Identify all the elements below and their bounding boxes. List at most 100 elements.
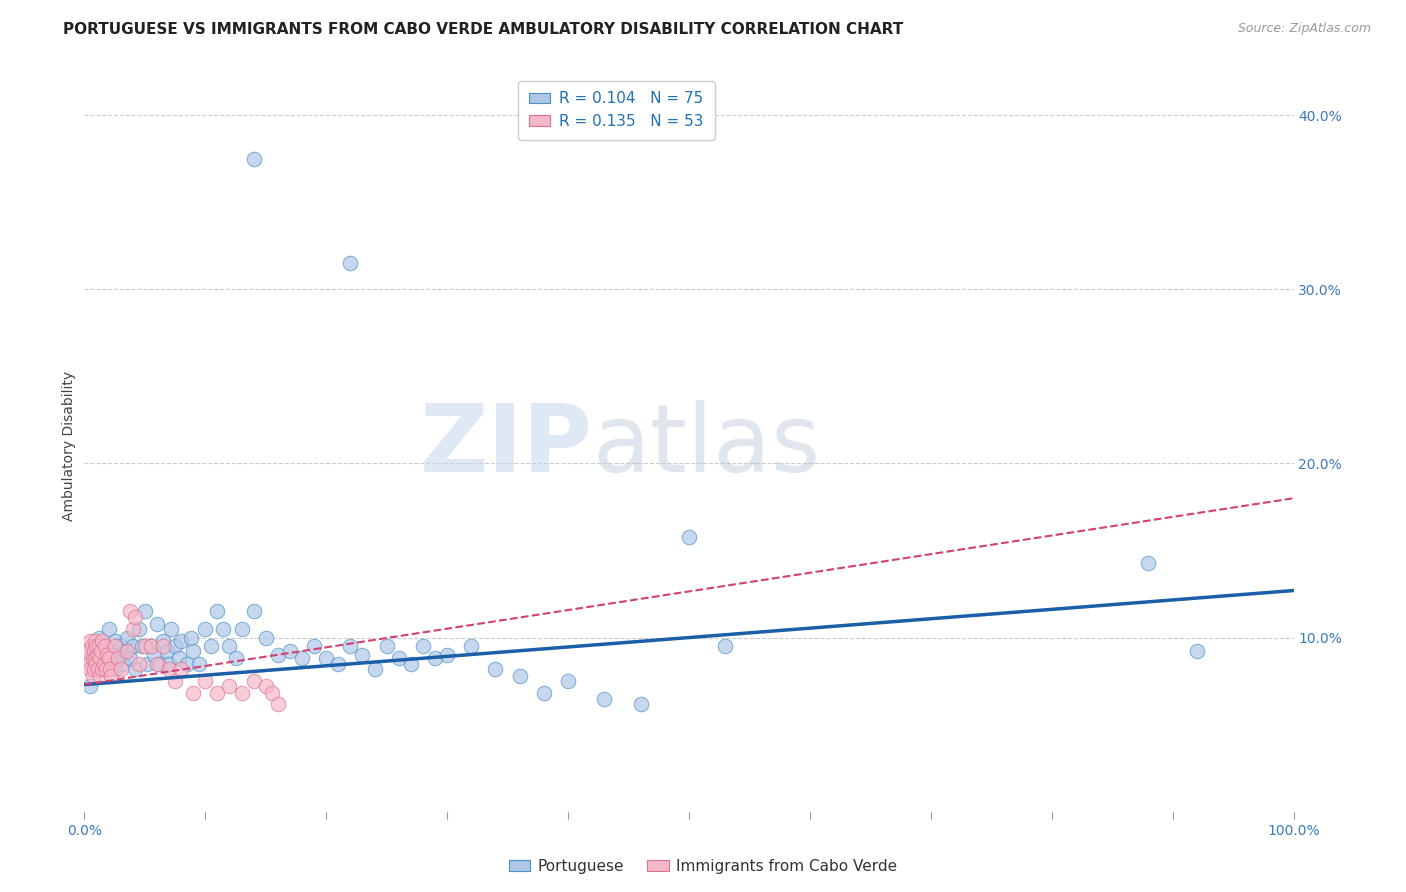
Point <box>412 640 434 654</box>
Point <box>254 679 277 693</box>
Point <box>94 662 117 676</box>
Point <box>388 651 411 665</box>
Point <box>212 622 235 636</box>
Point <box>84 651 107 665</box>
Point <box>152 640 174 654</box>
Point <box>79 662 101 676</box>
Point <box>121 622 143 636</box>
Point <box>339 640 361 654</box>
Text: atlas: atlas <box>592 400 821 492</box>
Point <box>170 662 193 676</box>
Point <box>86 648 108 662</box>
Point <box>242 604 264 618</box>
Point <box>152 634 174 648</box>
Point <box>96 648 118 662</box>
Point <box>91 634 114 648</box>
Point <box>110 662 132 676</box>
Point <box>509 669 531 683</box>
Point <box>76 651 98 665</box>
Point <box>98 662 121 676</box>
Text: PORTUGUESE VS IMMIGRANTS FROM CABO VERDE AMBULATORY DISABILITY CORRELATION CHART: PORTUGUESE VS IMMIGRANTS FROM CABO VERDE… <box>63 22 904 37</box>
Point <box>104 634 127 648</box>
Point <box>423 651 446 665</box>
Point <box>533 686 555 700</box>
Point <box>77 644 100 658</box>
Point <box>194 674 217 689</box>
Point <box>124 662 146 676</box>
Point <box>207 604 229 618</box>
Point <box>139 640 162 654</box>
Point <box>94 662 117 676</box>
Point <box>90 644 112 658</box>
Point <box>188 657 211 671</box>
Point <box>136 657 159 671</box>
Point <box>254 631 277 645</box>
Point <box>104 662 127 676</box>
Point <box>363 662 385 676</box>
Point <box>339 256 361 270</box>
Point <box>77 657 100 671</box>
Point <box>207 686 229 700</box>
Point <box>157 662 180 676</box>
Point <box>131 640 153 654</box>
Point <box>115 631 138 645</box>
Point <box>115 644 138 658</box>
Point <box>82 651 104 665</box>
Point <box>86 657 108 671</box>
Point <box>120 651 142 665</box>
Point <box>678 530 700 544</box>
Point <box>146 657 169 671</box>
Point <box>714 640 737 654</box>
Point <box>165 640 187 654</box>
Point <box>128 622 150 636</box>
Point <box>260 686 283 700</box>
Point <box>267 697 290 711</box>
Point <box>165 674 187 689</box>
Point <box>231 686 253 700</box>
Point <box>557 674 579 689</box>
Point <box>134 604 156 618</box>
Point <box>83 644 105 658</box>
Legend: Portuguese, Immigrants from Cabo Verde: Portuguese, Immigrants from Cabo Verde <box>502 853 904 880</box>
Point <box>267 648 290 662</box>
Point <box>278 644 301 658</box>
Point <box>114 644 136 658</box>
Point <box>87 631 110 645</box>
Text: Source: ZipAtlas.com: Source: ZipAtlas.com <box>1237 22 1371 36</box>
Point <box>89 651 111 665</box>
Point <box>231 622 253 636</box>
Point <box>139 640 162 654</box>
Point <box>155 644 177 658</box>
Point <box>84 634 107 648</box>
Point <box>630 697 652 711</box>
Point <box>91 640 114 654</box>
Point <box>180 631 202 645</box>
Point <box>218 679 240 693</box>
Point <box>225 651 247 665</box>
Point <box>170 634 193 648</box>
Point <box>1185 644 1208 658</box>
Point <box>124 609 146 624</box>
Point <box>86 640 108 654</box>
Point <box>593 691 616 706</box>
Point <box>291 651 314 665</box>
Legend: R = 0.104   N = 75, R = 0.135   N = 53: R = 0.104 N = 75, R = 0.135 N = 53 <box>519 80 714 140</box>
Point <box>86 648 108 662</box>
Point <box>176 657 198 671</box>
Point <box>91 662 114 676</box>
Point <box>328 657 350 671</box>
Point <box>218 640 240 654</box>
Point <box>160 622 183 636</box>
Point <box>375 640 398 654</box>
Point <box>107 651 129 665</box>
Point <box>1137 556 1160 570</box>
Point <box>302 640 325 654</box>
Point <box>80 640 103 654</box>
Point <box>86 662 108 676</box>
Point <box>484 662 506 676</box>
Point <box>112 657 135 671</box>
Point <box>93 657 115 671</box>
Point <box>242 152 264 166</box>
Point <box>83 662 105 676</box>
Point <box>82 669 104 683</box>
